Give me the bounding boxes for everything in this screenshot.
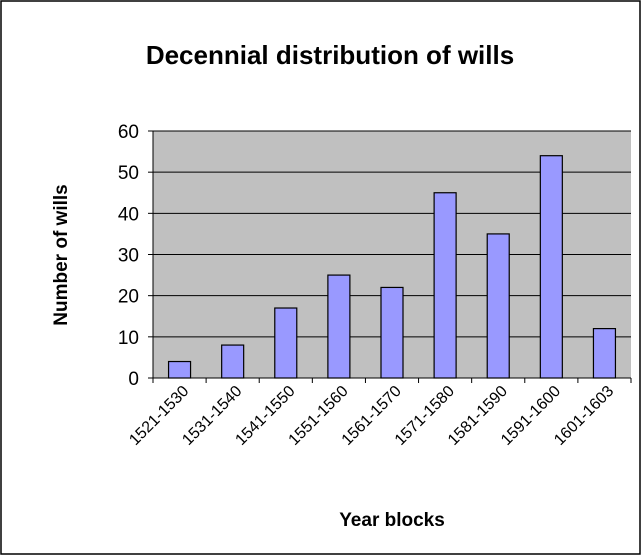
bar: [539, 155, 563, 379]
chart-title: Decennial distribution of wills: [146, 40, 514, 70]
y-tick-label: 50: [118, 163, 139, 184]
y-tick-label: 60: [118, 122, 139, 143]
bar: [274, 307, 298, 379]
bar: [486, 233, 510, 379]
bar: [380, 286, 404, 379]
y-tick-label: 0: [128, 369, 139, 390]
bar: [167, 360, 192, 379]
y-tick-label: 40: [118, 204, 139, 225]
bar: [433, 192, 457, 379]
bar: [592, 328, 617, 379]
x-axis-title: Year blocks: [339, 510, 445, 531]
bar: [327, 274, 351, 379]
y-tick-label: 30: [118, 246, 139, 267]
y-tick-label: 10: [118, 328, 139, 349]
bar: [221, 344, 245, 379]
y-tick-label: 20: [118, 287, 139, 308]
y-axis-title: Number of wills: [51, 184, 72, 325]
